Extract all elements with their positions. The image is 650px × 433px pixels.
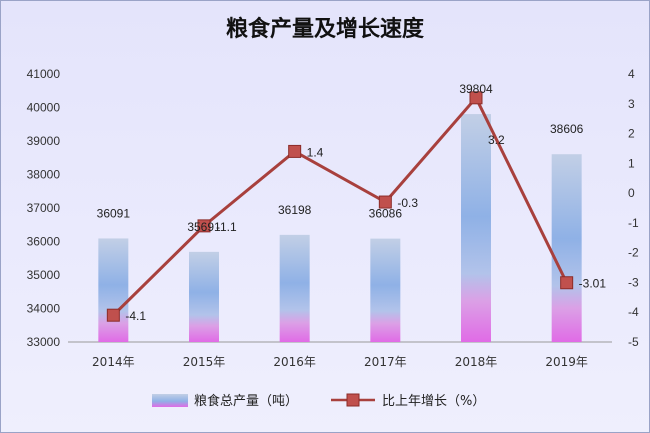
legend-bar-label: 粮食总产量（吨） — [194, 393, 298, 409]
bar — [551, 154, 582, 342]
right-tick-label: -5 — [628, 335, 639, 349]
bar-value-label: 36086 — [369, 207, 403, 221]
legend-line-label: 比上年增长（%） — [382, 394, 485, 409]
line-marker — [560, 276, 574, 290]
chart-title: 粮食产量及增长速度 — [226, 16, 425, 42]
x-tick-label: 2015年 — [183, 355, 226, 369]
left-tick-label: 34000 — [27, 302, 61, 316]
left-tick-label: 37000 — [27, 201, 61, 215]
line-series — [106, 91, 574, 322]
right-tick-label: 4 — [628, 67, 635, 81]
x-tick-label: 2019年 — [545, 355, 588, 369]
bar-series — [98, 114, 582, 342]
bar-value-label: 39804 — [459, 82, 493, 96]
legend-bar-swatch — [152, 394, 188, 407]
left-tick-label: 38000 — [27, 168, 61, 182]
right-axis: -5 -4 -3 -2 -1 0 1 2 3 4 — [628, 67, 639, 349]
bar-value-label: 36091 — [97, 206, 131, 220]
line-value-label: -3.01 — [579, 277, 607, 291]
line-marker — [378, 195, 392, 209]
bar — [279, 234, 310, 342]
bar-data-labels: 36091 35691 36198 36086 39804 38606 — [97, 82, 584, 234]
line-marker — [288, 144, 302, 158]
left-tick-label: 40000 — [27, 101, 61, 115]
bar — [98, 238, 129, 342]
left-tick-label: 41000 — [27, 67, 61, 81]
bar-value-label: 36198 — [278, 203, 312, 217]
bar-value-label: 35691 — [187, 220, 221, 234]
line-value-label: 1.4 — [307, 145, 324, 159]
left-axis: 33000 34000 35000 36000 37000 38000 39000 40000… — [27, 67, 61, 349]
bar-value-label: 38606 — [550, 122, 584, 136]
right-tick-label: -3 — [628, 275, 639, 289]
bar — [370, 238, 401, 342]
right-tick-label: -1 — [628, 216, 639, 230]
line-value-label: 3.2 — [488, 133, 505, 147]
line-value-label: -4.1 — [125, 309, 146, 323]
right-tick-label: 3 — [628, 97, 635, 111]
line-marker — [197, 219, 211, 233]
left-tick-label: 33000 — [27, 335, 61, 349]
left-tick-label: 36000 — [27, 235, 61, 249]
right-tick-label: 1 — [628, 156, 635, 170]
legend: 粮食总产量（吨） 比上年增长（%） — [152, 393, 485, 409]
line-value-label: -0.3 — [397, 196, 418, 210]
x-tick-label: 2018年 — [455, 355, 498, 369]
bar — [189, 251, 219, 342]
left-tick-label: 39000 — [27, 134, 61, 148]
x-tick-label: 2017年 — [364, 355, 407, 369]
growth-line — [112, 96, 569, 317]
line-data-labels: -4.1 -1.1 1.4 -0.3 3.2 -3.01 — [125, 133, 606, 323]
right-tick-label: 0 — [628, 186, 635, 200]
left-tick-label: 35000 — [27, 268, 61, 282]
x-axis-labels: 2014年 2015年 2016年 2017年 2018年 2019年 — [92, 355, 588, 369]
x-tick-label: 2016年 — [273, 355, 316, 369]
right-tick-label: -2 — [628, 246, 639, 260]
x-tick-label: 2014年 — [92, 355, 135, 369]
line-value-label: -1.1 — [216, 220, 237, 234]
line-marker — [106, 308, 120, 322]
legend-line-marker — [346, 393, 360, 407]
right-tick-label: -4 — [628, 305, 639, 319]
bar — [461, 114, 491, 342]
line-marker — [469, 91, 483, 105]
right-tick-label: 2 — [628, 127, 635, 141]
